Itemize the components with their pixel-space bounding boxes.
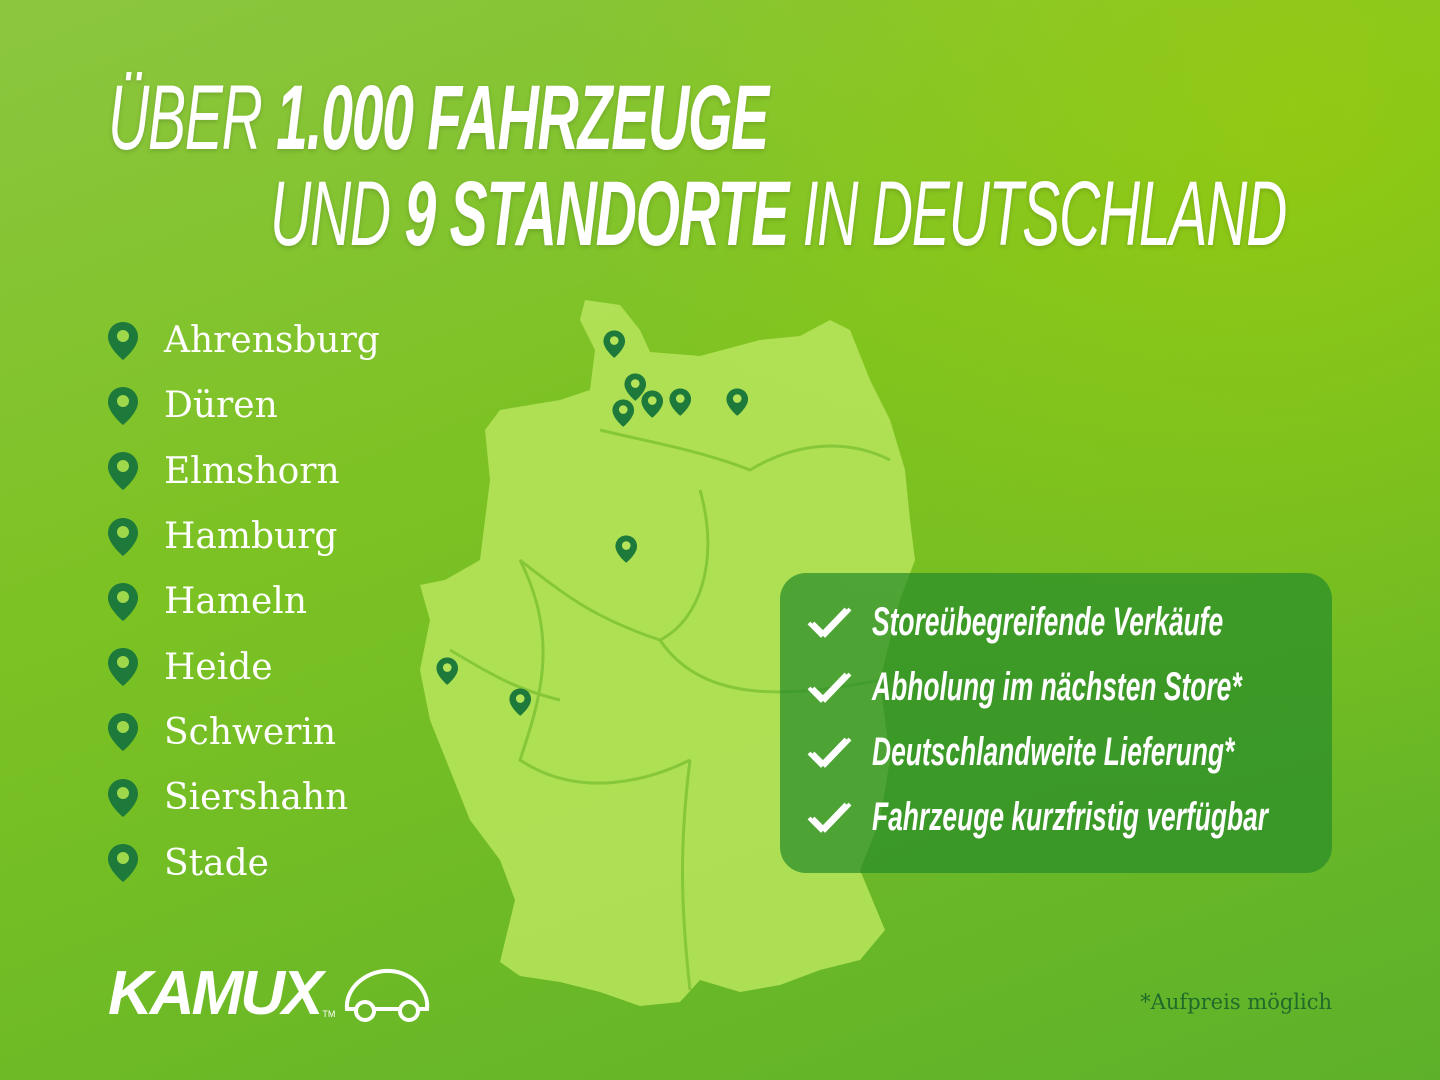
features-box <box>780 573 1332 873</box>
location-name: Stade <box>164 842 269 884</box>
map-pin-icon <box>106 777 140 819</box>
map-pin-icon <box>603 330 626 358</box>
location-item: Stade <box>106 830 380 895</box>
map-pin-icon <box>436 657 459 685</box>
double-check-icon <box>807 737 852 768</box>
state-borders <box>449 428 891 991</box>
map-pin-icon <box>106 385 140 427</box>
location-item: Ahrensburg <box>106 308 380 373</box>
headline-word: UND <box>270 163 391 265</box>
map-pin-icon <box>106 450 140 492</box>
location-item: Elmshorn <box>106 439 380 504</box>
location-name: Heide <box>164 646 273 688</box>
location-name: Hamburg <box>164 516 338 558</box>
location-name: Hameln <box>164 581 307 623</box>
logo-trademark: TM <box>322 1009 336 1019</box>
feature-item: Deutschlandweite Lieferung* <box>806 730 1421 775</box>
map-pin-icon <box>641 390 664 418</box>
kamux-logo: KAMUX TM <box>108 959 433 1028</box>
headline-word: 9 STANDORTE <box>404 163 789 265</box>
location-item: Düren <box>106 373 380 438</box>
map-pin-icon <box>624 373 647 401</box>
map-pin-icon <box>106 711 140 753</box>
headline-word: 1.000 FAHRZEUGE <box>276 67 769 169</box>
footnote: *Aufpreis möglich <box>1140 990 1332 1014</box>
double-check-icon <box>807 607 852 638</box>
map-pin-icon <box>509 688 532 716</box>
location-item: Hameln <box>106 569 380 634</box>
double-check-icon <box>807 802 852 833</box>
feature-text: Abholung im nächsten Store* <box>872 665 1242 709</box>
headline-line-2: UND 9 STANDORTE IN DEUTSCHLAND <box>270 163 1288 265</box>
feature-item: Abholung im nächsten Store* <box>806 665 1432 710</box>
map-pin-icon <box>106 581 140 623</box>
car-icon <box>345 968 430 1022</box>
map-pin-icon <box>106 320 140 362</box>
headline-line-1: ÜBER 1.000 FAHRZEUGE <box>108 70 1224 166</box>
map-pin-icon <box>612 399 635 427</box>
location-name: Siershahn <box>164 777 349 819</box>
map-pin-icon <box>669 388 692 416</box>
location-name: Schwerin <box>164 711 337 753</box>
feature-text: Storeübegreifende Verkäufe <box>872 600 1224 644</box>
headline-word: ÜBER <box>108 67 263 169</box>
location-list: Ahrensburg Düren Elmshorn Hamburg Hameln Heid… <box>106 308 380 896</box>
location-item: Hamburg <box>106 504 380 569</box>
location-item: Heide <box>106 634 380 699</box>
map-pin-icon <box>726 388 749 416</box>
headline-word: IN DEUTSCHLAND <box>802 163 1288 265</box>
location-item: Schwerin <box>106 700 380 765</box>
feature-item: Fahrzeuge kurzfristig verfügbar <box>806 795 1440 840</box>
map-pin-icon <box>106 516 140 558</box>
map-pin-icon <box>615 535 638 563</box>
location-name: Düren <box>164 385 278 427</box>
location-name: Ahrensburg <box>164 320 380 362</box>
location-name: Elmshorn <box>164 450 340 492</box>
location-item: Siershahn <box>106 765 380 830</box>
double-check-icon <box>807 672 852 703</box>
feature-item: Storeübegreifende Verkäufe <box>806 600 1404 645</box>
map-pin-icon <box>106 842 140 884</box>
logo-text: KAMUX <box>108 959 323 1028</box>
feature-text: Fahrzeuge kurzfristig verfügbar <box>872 795 1269 839</box>
map-pin-icon <box>106 646 140 688</box>
headline: ÜBER 1.000 FAHRZEUGE UND 9 STANDORTE IN … <box>108 70 1440 262</box>
feature-text: Deutschlandweite Lieferung* <box>872 730 1235 774</box>
